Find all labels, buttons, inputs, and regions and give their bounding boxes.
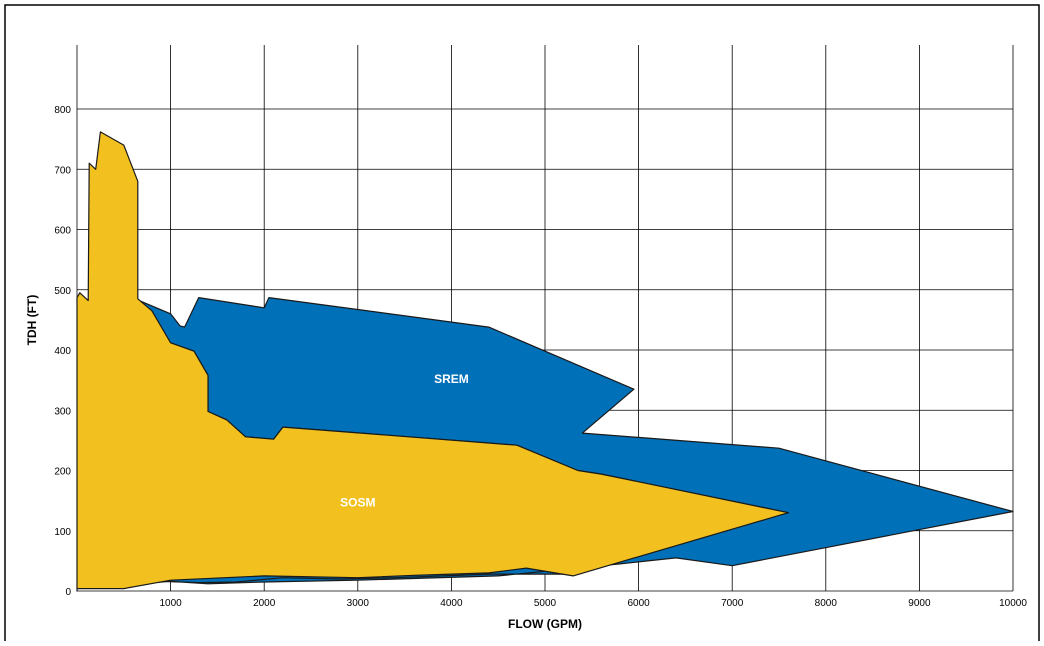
area-sosm [76, 131, 789, 592]
y-tick-label: 700 [54, 165, 71, 176]
y-tick-label: 800 [54, 105, 71, 116]
y-tick-labels: 0 100 200 300 400 500 600 700 800 [54, 105, 71, 598]
frame-border [4, 4, 1040, 641]
y-tick-label: 500 [54, 286, 71, 297]
y-tick-label: 200 [54, 467, 71, 478]
x-tick-label: 1000 [159, 598, 182, 609]
series-labels: SREM SOSM [340, 372, 469, 510]
x-tick-label: 7000 [721, 598, 744, 609]
x-tick-label: 8000 [815, 598, 838, 609]
x-tick-label: 6000 [627, 598, 650, 609]
x-tick-label: 10000 [999, 598, 1027, 609]
y-tick-label: 0 [65, 587, 71, 598]
y-axis-label: TDH (FT) [25, 295, 39, 346]
y-tick-label: 400 [54, 346, 71, 357]
x-tick-label: 4000 [440, 598, 463, 609]
x-axis-label: FLOW (GPM) [508, 617, 582, 631]
y-tick-label: 100 [54, 527, 71, 538]
y-tick-label: 300 [54, 406, 71, 417]
x-tick-label: 9000 [908, 598, 931, 609]
x-tick-label: 3000 [347, 598, 370, 609]
area-series [76, 131, 1014, 592]
series-label-srem: SREM [434, 372, 469, 386]
x-tick-label: 2000 [253, 598, 276, 609]
x-tick-labels: 1000 2000 3000 4000 5000 6000 7000 8000 9000 1000… [159, 598, 1027, 609]
y-tick-label: 600 [54, 226, 71, 237]
x-tick-label: 5000 [534, 598, 557, 609]
series-label-sosm: SOSM [340, 496, 375, 510]
